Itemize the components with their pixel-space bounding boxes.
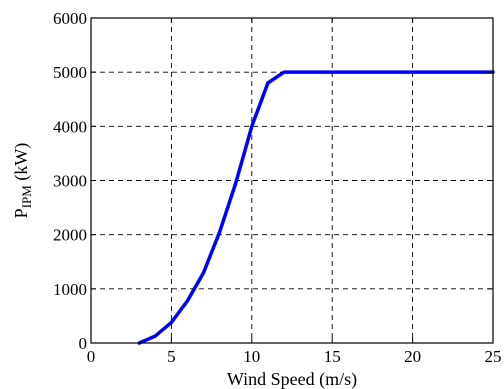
y-axis-label: PIPM (kW)	[11, 143, 34, 219]
y-tick-label: 2000	[53, 226, 87, 245]
x-tick-label: 25	[485, 347, 502, 366]
grid-lines	[91, 18, 493, 343]
series-lines	[137, 70, 495, 345]
tick-labels: 0 5 10 15 20 25 0 1000 2000 3000 4000 5000 6000	[53, 9, 502, 366]
y-tick-label: 5000	[53, 63, 87, 82]
x-tick-label: 15	[324, 347, 341, 366]
y-axis-label-unit: (kW)	[11, 143, 32, 185]
axis-ticks	[90, 17, 494, 344]
x-tick-label: 20	[404, 347, 421, 366]
y-tick-label: 6000	[53, 9, 87, 28]
y-axis-label-main: P	[11, 208, 31, 218]
x-tick-label: 0	[87, 347, 96, 366]
x-axis-label: Wind Speed (m/s)	[227, 369, 357, 389]
x-tick-label: 10	[243, 347, 260, 366]
y-tick-label: 3000	[53, 172, 87, 191]
power-curve-line	[137, 70, 495, 345]
y-axis-label-subscript: IPM	[19, 185, 34, 209]
y-tick-label: 0	[79, 334, 88, 353]
y-tick-label: 1000	[53, 280, 87, 299]
x-tick-label: 5	[167, 347, 176, 366]
y-tick-label: 4000	[53, 117, 87, 136]
